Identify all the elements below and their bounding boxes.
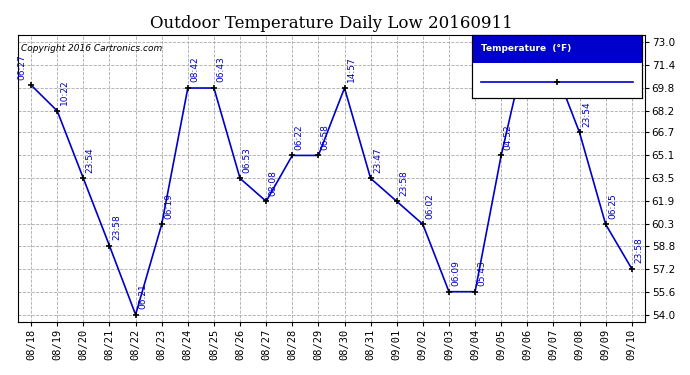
Text: 23:54: 23:54 — [86, 147, 95, 173]
Text: 23:58: 23:58 — [112, 214, 121, 240]
Text: 14:57: 14:57 — [347, 57, 356, 82]
Text: Copyright 2016 Cartronics.com: Copyright 2016 Cartronics.com — [21, 44, 162, 52]
Text: 23:54: 23:54 — [582, 101, 591, 127]
Text: 06:19: 06:19 — [164, 193, 173, 219]
Text: 05:43: 05:43 — [477, 260, 486, 286]
Text: 23:58: 23:58 — [400, 170, 408, 196]
Text: 23:47: 23:47 — [373, 147, 382, 173]
Text: 06:27: 06:27 — [17, 54, 26, 80]
Text: 06:21: 06:21 — [138, 284, 147, 309]
Text: 23:58: 23:58 — [634, 237, 643, 263]
Text: 06:43: 06:43 — [217, 57, 226, 82]
Text: 06:09: 06:09 — [451, 260, 460, 286]
Text: 06:58: 06:58 — [321, 124, 330, 150]
Text: 04:52: 04:52 — [504, 124, 513, 150]
Text: 06:22: 06:22 — [295, 124, 304, 150]
Text: 06:02: 06:02 — [425, 193, 434, 219]
Text: 09:14: 09:14 — [556, 34, 565, 60]
Title: Outdoor Temperature Daily Low 20160911: Outdoor Temperature Daily Low 20160911 — [150, 15, 513, 32]
Text: 08:42: 08:42 — [190, 57, 199, 82]
Text: 08:08: 08:08 — [268, 170, 277, 196]
Text: 06:53: 06:53 — [242, 147, 251, 173]
Text: 06:25: 06:25 — [608, 193, 617, 219]
Text: 10:22: 10:22 — [60, 80, 69, 105]
